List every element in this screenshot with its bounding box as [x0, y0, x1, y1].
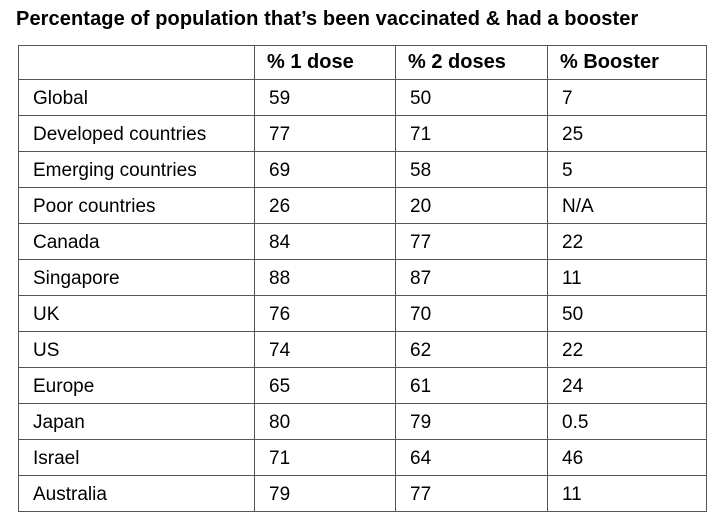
two-doses-cell: 20	[395, 187, 548, 224]
row-label-cell: Japan	[18, 403, 255, 440]
row-label-cell: Israel	[18, 439, 255, 476]
one-dose-cell: 80	[254, 403, 396, 440]
table-row: Australia 79 77 11	[18, 475, 707, 512]
booster-cell: 7	[547, 79, 707, 116]
two-doses-cell: 50	[395, 79, 548, 116]
two-doses-cell: 77	[395, 223, 548, 260]
booster-cell: 22	[547, 223, 707, 260]
table-header: % 1 dose % 2 doses % Booster	[18, 45, 707, 80]
row-label-cell: Canada	[18, 223, 255, 260]
table-body: Global 59 50 7 Developed countries 77 71 25 Emer…	[18, 79, 707, 512]
header-cell-one-dose: % 1 dose	[254, 45, 396, 80]
booster-cell: 11	[547, 259, 707, 296]
two-doses-cell: 62	[395, 331, 548, 368]
row-label-cell: US	[18, 331, 255, 368]
table-row: UK 76 70 50	[18, 295, 707, 332]
table-title: Percentage of population that’s been vac…	[16, 8, 639, 30]
one-dose-cell: 26	[254, 187, 396, 224]
table-row: Israel 71 64 46	[18, 439, 707, 476]
booster-cell: 0.5	[547, 403, 707, 440]
booster-cell: 5	[547, 151, 707, 188]
booster-cell: 11	[547, 475, 707, 512]
row-label-cell: Developed countries	[18, 115, 255, 152]
one-dose-cell: 76	[254, 295, 396, 332]
table-row: Poor countries 26 20 N/A	[18, 187, 707, 224]
table-row: Global 59 50 7	[18, 79, 707, 116]
two-doses-cell: 70	[395, 295, 548, 332]
row-label-cell: Emerging countries	[18, 151, 255, 188]
table-row: Emerging countries 69 58 5	[18, 151, 707, 188]
two-doses-cell: 79	[395, 403, 548, 440]
table-row: Canada 84 77 22	[18, 223, 707, 260]
one-dose-cell: 65	[254, 367, 396, 404]
table-row: Europe 65 61 24	[18, 367, 707, 404]
one-dose-cell: 79	[254, 475, 396, 512]
header-cell-two-doses: % 2 doses	[395, 45, 548, 80]
table-row: Singapore 88 87 11	[18, 259, 707, 296]
row-label-cell: Global	[18, 79, 255, 116]
booster-cell: 24	[547, 367, 707, 404]
row-label-cell: Poor countries	[18, 187, 255, 224]
table-row: US 74 62 22	[18, 331, 707, 368]
table-row: Japan 80 79 0.5	[18, 403, 707, 440]
two-doses-cell: 64	[395, 439, 548, 476]
booster-cell: 25	[547, 115, 707, 152]
one-dose-cell: 69	[254, 151, 396, 188]
row-label-cell: Europe	[18, 367, 255, 404]
one-dose-cell: 59	[254, 79, 396, 116]
two-doses-cell: 58	[395, 151, 548, 188]
booster-cell: 46	[547, 439, 707, 476]
vaccination-table: % 1 dose % 2 doses % Booster Global 59 50 7…	[18, 45, 707, 512]
header-cell-country	[18, 45, 255, 80]
one-dose-cell: 71	[254, 439, 396, 476]
row-label-cell: Australia	[18, 475, 255, 512]
two-doses-cell: 71	[395, 115, 548, 152]
row-label-cell: UK	[18, 295, 255, 332]
header-cell-booster: % Booster	[547, 45, 707, 80]
booster-cell: 22	[547, 331, 707, 368]
row-label-cell: Singapore	[18, 259, 255, 296]
two-doses-cell: 87	[395, 259, 548, 296]
one-dose-cell: 88	[254, 259, 396, 296]
one-dose-cell: 77	[254, 115, 396, 152]
one-dose-cell: 84	[254, 223, 396, 260]
header-row: % 1 dose % 2 doses % Booster	[18, 45, 707, 80]
two-doses-cell: 61	[395, 367, 548, 404]
one-dose-cell: 74	[254, 331, 396, 368]
table-row: Developed countries 77 71 25	[18, 115, 707, 152]
booster-cell: 50	[547, 295, 707, 332]
two-doses-cell: 77	[395, 475, 548, 512]
booster-cell: N/A	[547, 187, 707, 224]
